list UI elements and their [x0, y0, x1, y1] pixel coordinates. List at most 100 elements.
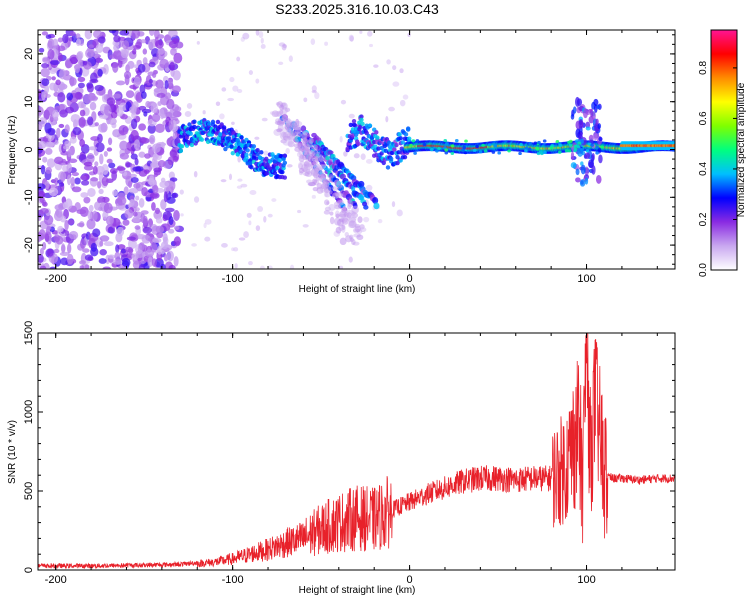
spectrogram-cell: [166, 98, 175, 110]
spectrogram-cell: [77, 101, 85, 109]
spectrogram-cell: [259, 150, 264, 155]
spectrogram-cell: [45, 147, 53, 155]
spectrogram-cell: [481, 143, 485, 147]
spectrogram-cell: [131, 111, 137, 119]
spectrogram-cell: [154, 258, 164, 268]
spectrogram-cell: [348, 113, 355, 119]
spectrogram-cell: [575, 96, 580, 107]
spectrogram-cell: [41, 78, 50, 86]
spectrogram-y-ticks: -20 -10 0 10 20: [23, 34, 675, 265]
spectrogram-cell: [595, 151, 599, 155]
spectrogram-cell: [142, 215, 148, 226]
spectrogram-cell: [348, 34, 354, 42]
spectrogram-cell: [64, 140, 72, 147]
spectrogram-cell: [147, 123, 156, 134]
spectrogram-cell: [160, 241, 169, 250]
spectrogram-cell: [229, 77, 235, 83]
spectrogram-cell: [102, 93, 108, 103]
spectrogram-cell: [74, 201, 81, 212]
spectrogram-cell: [672, 143, 675, 148]
spectrogram-cell: [328, 190, 333, 195]
spectrogram-cell: [555, 139, 560, 144]
spectrogram-cell: [168, 216, 174, 226]
spectrogram-cell: [103, 150, 108, 157]
spectrogram-cell: [303, 172, 310, 177]
spectrogram-cell: [475, 144, 479, 148]
spectrogram-cell: [537, 140, 541, 145]
spectrogram-cell: [535, 147, 540, 151]
spectrogram-cell: [168, 264, 176, 269]
spectrogram-cell: [156, 92, 166, 98]
spectrogram-cell: [86, 116, 94, 126]
spectrogram-cell: [572, 106, 577, 114]
spectrogram-cell: [343, 151, 348, 157]
spectrogram-cell: [125, 90, 135, 99]
spectrogram-cell: [189, 142, 195, 148]
spectrogram-cell: [41, 63, 50, 69]
spectrogram-cell: [236, 185, 243, 189]
spectrogram-cell: [402, 154, 408, 160]
spectrogram-cell: [166, 250, 174, 262]
spectrogram-cell: [121, 40, 130, 50]
spectrogram-cell: [308, 155, 314, 162]
spectrogram-cell: [302, 130, 308, 136]
spectrogram-cell: [249, 190, 257, 195]
spectrogram-cell: [304, 144, 310, 152]
spectrogram-cell: [141, 234, 151, 244]
spectrogram-cell: [288, 135, 296, 144]
spectrogram-cell: [112, 258, 123, 265]
spectrogram-cell: [312, 187, 319, 192]
spectrogram-cell: [293, 143, 302, 148]
spectrogram-cell: [276, 128, 283, 133]
spectrogram-cell: [226, 136, 232, 141]
spectrogram-cell: [357, 180, 365, 188]
spectrogram-cell: [348, 122, 354, 128]
spectrogram-cell: [79, 238, 87, 249]
spectrogram-cell: [230, 150, 236, 156]
colorbar: 0.0 0.2 0.4 0.6 0.8 Normalized spectral ampl…: [698, 29, 747, 277]
spectrogram-cell: [139, 84, 146, 94]
spectrogram-cell: [143, 111, 148, 117]
spectrogram-cell: [248, 70, 254, 75]
spectrogram-cell: [74, 63, 81, 74]
spectrogram-cell: [329, 216, 335, 225]
spectrogram-cell: [125, 162, 133, 168]
spectrogram-cell: [245, 148, 250, 153]
spectrogram-cell: [339, 265, 344, 269]
spectrogram-cell: [86, 83, 94, 93]
spectrogram-cell: [160, 199, 167, 210]
spectrogram-cell: [153, 167, 162, 173]
spectrogram-cell: [306, 179, 313, 184]
spectrogram-cell: [324, 41, 329, 46]
spectrogram-cell: [261, 117, 268, 122]
spectrogram-cell: [596, 104, 601, 109]
spectrogram-cell: [302, 136, 308, 145]
spectrogram-cell: [321, 181, 328, 190]
spectrogram-cell: [588, 134, 594, 142]
spectrogram-cell: [360, 121, 365, 127]
spectrogram-cell: [237, 89, 243, 94]
spectrogram-cell: [123, 186, 129, 196]
spectrogram-cell: [327, 174, 335, 179]
snr-y-label: SNR (10 * v/v): [7, 420, 18, 484]
spectrogram-cell: [600, 145, 605, 149]
snr-x-tick-label: -100: [222, 574, 244, 586]
spectrogram-cell: [103, 105, 112, 116]
spectrogram-cell: [151, 113, 161, 123]
spectrogram-y-label: Frequency (Hz): [7, 116, 18, 185]
spectrogram-cell: [353, 153, 360, 159]
spectrogram-cell: [53, 177, 59, 186]
spectrogram-cell: [239, 135, 244, 140]
spectrogram-cell: [77, 76, 86, 83]
spectrogram-cell: [38, 190, 46, 198]
spectrogram-cell: [130, 118, 138, 130]
spectrogram-cell: [359, 227, 367, 233]
spectrogram-cell: [272, 170, 278, 176]
spectrogram-y-tick-label: 0: [23, 146, 35, 152]
spectrogram-cell: [130, 129, 139, 141]
spectrogram-cell: [178, 148, 183, 154]
spectrogram-cell: [243, 231, 249, 239]
spectrogram-cell: [415, 139, 420, 143]
spectrogram-cell: [38, 147, 43, 155]
spectrogram-cell: [60, 257, 69, 266]
